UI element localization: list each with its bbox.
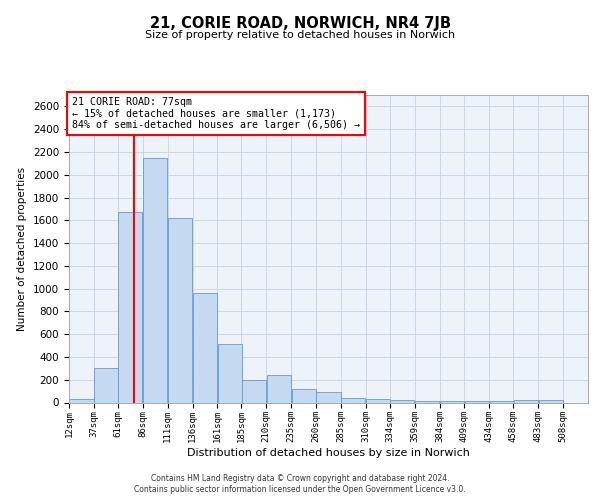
Text: Size of property relative to detached houses in Norwich: Size of property relative to detached ho…: [145, 30, 455, 40]
Bar: [143, 158, 167, 402]
X-axis label: Distribution of detached houses by size in Norwich: Distribution of detached houses by size …: [187, 448, 470, 458]
Bar: [514, 400, 538, 402]
Bar: [316, 392, 341, 402]
Text: 21, CORIE ROAD, NORWICH, NR4 7JB: 21, CORIE ROAD, NORWICH, NR4 7JB: [149, 16, 451, 31]
Bar: [168, 218, 192, 402]
Bar: [94, 368, 118, 402]
Text: Contains HM Land Registry data © Crown copyright and database right 2024.
Contai: Contains HM Land Registry data © Crown c…: [134, 474, 466, 494]
Bar: [539, 400, 563, 402]
Bar: [366, 399, 391, 402]
Bar: [266, 375, 291, 402]
Y-axis label: Number of detached properties: Number of detached properties: [17, 166, 28, 331]
Bar: [292, 389, 316, 402]
Bar: [218, 344, 242, 403]
Bar: [390, 400, 414, 402]
Bar: [242, 380, 266, 402]
Text: 21 CORIE ROAD: 77sqm
← 15% of detached houses are smaller (1,173)
84% of semi-de: 21 CORIE ROAD: 77sqm ← 15% of detached h…: [71, 96, 359, 130]
Bar: [118, 212, 142, 402]
Bar: [193, 293, 217, 403]
Bar: [341, 398, 365, 402]
Bar: [70, 399, 94, 402]
